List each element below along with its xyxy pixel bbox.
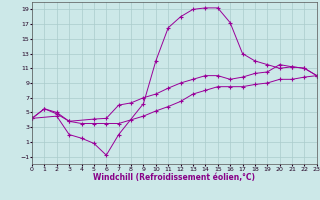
X-axis label: Windchill (Refroidissement éolien,°C): Windchill (Refroidissement éolien,°C) xyxy=(93,173,255,182)
